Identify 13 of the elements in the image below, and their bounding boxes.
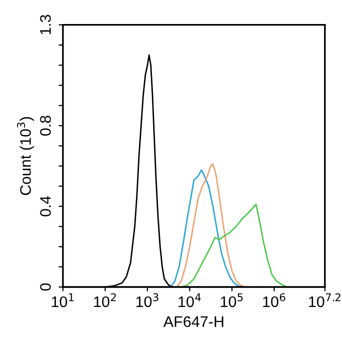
x-tick-label: 10$^{4}$ (178, 293, 201, 308)
x-tick-label: 10$^{6}$ (263, 293, 286, 308)
y-axis-title: Count (10$^{3}$) (16, 117, 34, 195)
x-tick-label: 10$^{3}$ (136, 293, 158, 308)
y-tick-label: 0 (40, 283, 51, 291)
y-tick-label: 0.4 (40, 196, 51, 216)
x-tick-label: 10$^{1}$ (52, 293, 74, 308)
y-tick-label: 0.8 (40, 116, 51, 136)
x-tick-label: 10$^{2}$ (94, 293, 116, 308)
x-axis-title: AF647-H (163, 316, 224, 328)
x-tick-label: 10$^{5}$ (220, 293, 243, 308)
x-tick-label: 10$^{7.2}$ (309, 293, 340, 308)
y-tick-label: 1.3 (40, 14, 51, 34)
